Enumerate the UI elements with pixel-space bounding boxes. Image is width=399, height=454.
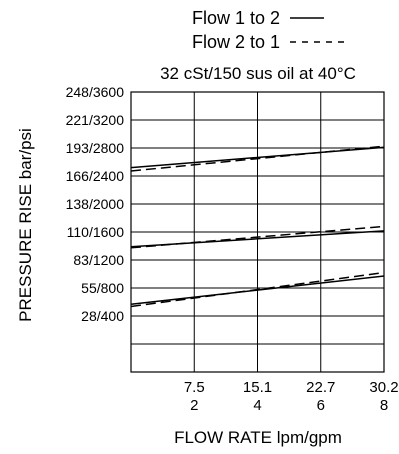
series-line-low-flow-2-to-1 bbox=[130, 271, 385, 308]
y-tick-label: 193/2800 bbox=[66, 140, 125, 156]
chart-subtitle: 32 cSt/150 sus oil at 40°C bbox=[160, 64, 356, 83]
legend-label-flow-2-to-1: Flow 2 to 1 bbox=[192, 32, 280, 52]
series-line-mid-flow-1-to-2 bbox=[130, 230, 385, 248]
series-line-mid-flow-2-to-1 bbox=[130, 225, 385, 249]
x-tick-label-gpm: 2 bbox=[190, 397, 198, 414]
y-tick-label: 83/1200 bbox=[73, 252, 124, 268]
y-tick-label: 166/2400 bbox=[66, 168, 125, 184]
x-axis-title: FLOW RATE lpm/gpm bbox=[174, 428, 342, 447]
y-tick-label: 138/2000 bbox=[66, 196, 125, 212]
x-tick-label-lpm: 30.2 bbox=[369, 379, 398, 396]
x-tick-labels: 7.52 15.14 22.76 30.28 bbox=[184, 379, 399, 414]
y-tick-label: 110/1600 bbox=[67, 224, 125, 240]
legend-label-flow-1-to-2: Flow 1 to 2 bbox=[192, 8, 280, 28]
y-tick-label: 248/3600 bbox=[66, 84, 125, 100]
y-tick-label: 55/800 bbox=[81, 280, 124, 296]
series-line-high-flow-2-to-1 bbox=[130, 145, 385, 172]
x-tick-label-lpm: 15.1 bbox=[243, 379, 272, 396]
x-tick-label-lpm: 7.5 bbox=[184, 379, 205, 396]
x-tick-label-gpm: 4 bbox=[253, 397, 261, 414]
x-tick-label-lpm: 22.7 bbox=[306, 379, 335, 396]
y-axis-title: PRESSURE RISE bar/psi bbox=[16, 128, 35, 322]
y-tick-label: 28/400 bbox=[81, 308, 124, 324]
x-tick-label-gpm: 6 bbox=[317, 397, 325, 414]
series-lines bbox=[130, 145, 385, 308]
y-tick-labels: 248/3600 221/3200 193/2800 166/2400 138/2000… bbox=[66, 84, 125, 324]
y-tick-label: 221/3200 bbox=[66, 112, 125, 128]
grid bbox=[131, 92, 384, 372]
x-tick-label-gpm: 8 bbox=[380, 397, 388, 414]
